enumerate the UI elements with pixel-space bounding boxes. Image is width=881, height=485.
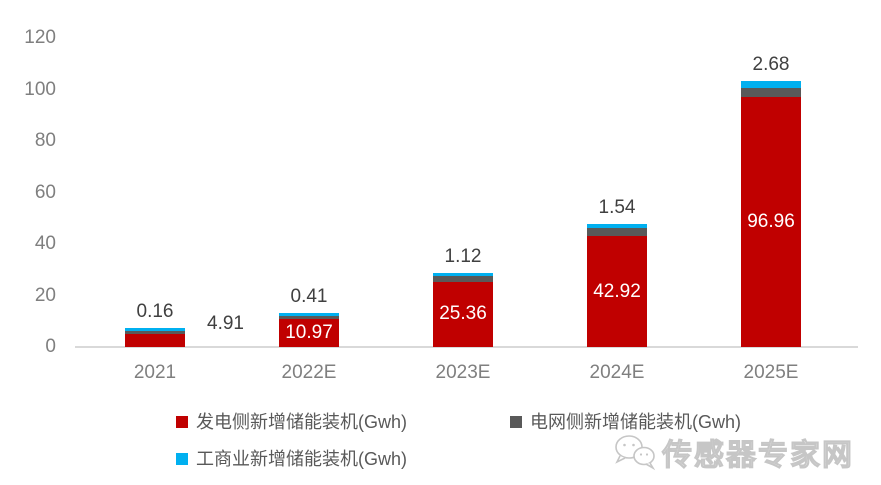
- bar-value-label: 42.92: [593, 280, 641, 302]
- y-tick-label: 120: [24, 27, 56, 48]
- bar-segment: [433, 281, 493, 347]
- bar-segment: [587, 236, 647, 347]
- legend-item: 发电侧新增储能装机(Gwh): [176, 412, 407, 432]
- y-tick-label: 100: [24, 78, 56, 100]
- y-tick-label: 20: [34, 284, 56, 306]
- bar-segment: [433, 272, 493, 276]
- wechat-icon: [615, 435, 656, 471]
- x-axis-label: 2025E: [743, 362, 799, 383]
- bar-top-label: 1.54: [598, 197, 636, 219]
- y-tick-label: 60: [34, 181, 56, 203]
- legend-label: 工商业新增储能装机(Gwh): [196, 449, 407, 469]
- bar-segment: [125, 328, 185, 332]
- bar-value-label: 96.96: [747, 211, 795, 233]
- bar-top-label: 1.12: [444, 245, 482, 267]
- bar-segment: [279, 312, 339, 316]
- bar-segment: [125, 334, 185, 347]
- bar-segment: [587, 224, 647, 228]
- legend-label: 电网侧新增储能装机(Gwh): [530, 412, 741, 432]
- x-axis-label: 2022E: [281, 362, 337, 383]
- bar-value-label: 10.97: [285, 321, 333, 343]
- bar-segment: [125, 331, 185, 335]
- bar-top-label: 0.41: [290, 285, 328, 307]
- legend-swatch: [510, 416, 522, 428]
- bar-segment: [279, 318, 339, 347]
- x-axis-label: 2023E: [435, 362, 491, 383]
- y-tick-label: 80: [34, 130, 56, 151]
- bar-segment: [741, 88, 801, 98]
- legend-item: 工商业新增储能装机(Gwh): [176, 449, 407, 469]
- bar-top-label: 0.16: [136, 301, 174, 323]
- x-axis-line: [75, 346, 858, 348]
- bar-value-label: 4.91: [207, 313, 244, 334]
- bar-segment: [279, 315, 339, 319]
- y-tick-label: 40: [34, 233, 56, 254]
- bar-segment: [587, 227, 647, 237]
- x-axis-label: 2024E: [589, 362, 645, 383]
- bar-segment: [741, 97, 801, 347]
- bar-top-label: 2.68: [752, 54, 790, 76]
- legend-item: 电网侧新增储能装机(Gwh): [510, 412, 741, 432]
- x-axis-label: 2021: [133, 362, 177, 383]
- watermark: 传感器专家网: [612, 430, 854, 474]
- bar-segment: [741, 81, 801, 89]
- watermark-text: 传感器专家网: [662, 439, 854, 473]
- bar-value-label: 25.36: [439, 303, 487, 325]
- bar-segment: [433, 275, 493, 282]
- legend-swatch: [176, 416, 188, 428]
- y-tick-label: 0: [45, 336, 56, 357]
- legend-swatch: [176, 453, 188, 465]
- legend-label: 发电侧新增储能装机(Gwh): [196, 412, 407, 432]
